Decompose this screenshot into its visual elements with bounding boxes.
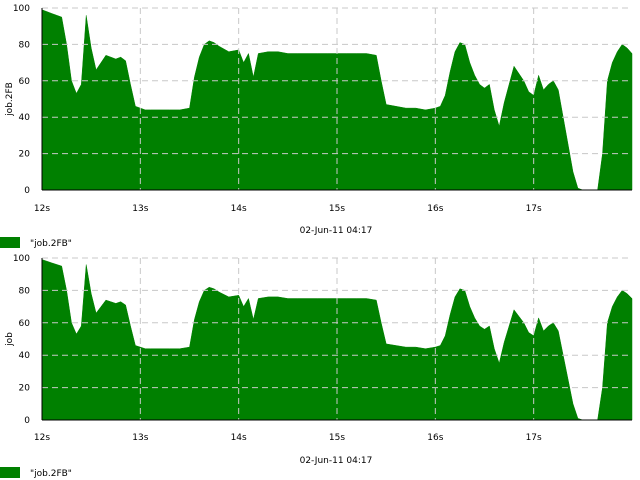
chart2-x-axis-label: 02-Jun-11 04:17 [300,456,373,466]
chart2-x-tick-label: 16s [427,433,443,443]
chart1-y-tick-label: 100 [13,4,30,14]
chart2-x-tick-label: 15s [329,433,345,443]
chart2-x-tick-label: 17s [526,433,542,443]
chart2-x-tick-label: 12s [34,433,50,443]
chart2-y-axis-label: job [5,332,15,347]
chart1-x-axis-label: 02-Jun-11 04:17 [300,226,373,236]
chart1-x-tick-label: 17s [526,204,542,214]
chart1-legend-swatch [0,237,20,248]
chart2-y-tick-label: 40 [19,351,31,361]
chart2-x-tick-label: 14s [231,433,247,443]
chart1-y-tick-label: 80 [19,40,31,50]
chart1-y-tick-label: 60 [19,77,31,87]
chart2-y-tick-label: 20 [19,384,31,394]
chart1-x-tick-label: 15s [329,204,345,214]
chart2-y-tick-label: 80 [19,286,31,296]
chart2-legend-swatch [0,467,20,478]
chart2-x-tick-label: 13s [132,433,148,443]
chart1-y-tick-label: 20 [19,150,31,160]
chart2-y-tick-label: 60 [19,319,31,329]
chart1-x-tick-label: 16s [427,204,443,214]
chart1-y-tick-label: 0 [24,186,30,196]
chart2-legend-label: "job.2FB" [30,469,72,479]
chart1-legend-label: "job.2FB" [30,239,72,249]
chart2-y-tick-label: 0 [24,416,30,426]
chart1-x-tick-label: 12s [34,204,50,214]
chart2-y-tick-label: 100 [13,254,30,264]
chart1-x-tick-label: 14s [231,204,247,214]
chart1-x-tick-label: 13s [132,204,148,214]
chart1-y-tick-label: 40 [19,113,31,123]
chart1-y-axis-label: job.2FB [5,82,15,117]
